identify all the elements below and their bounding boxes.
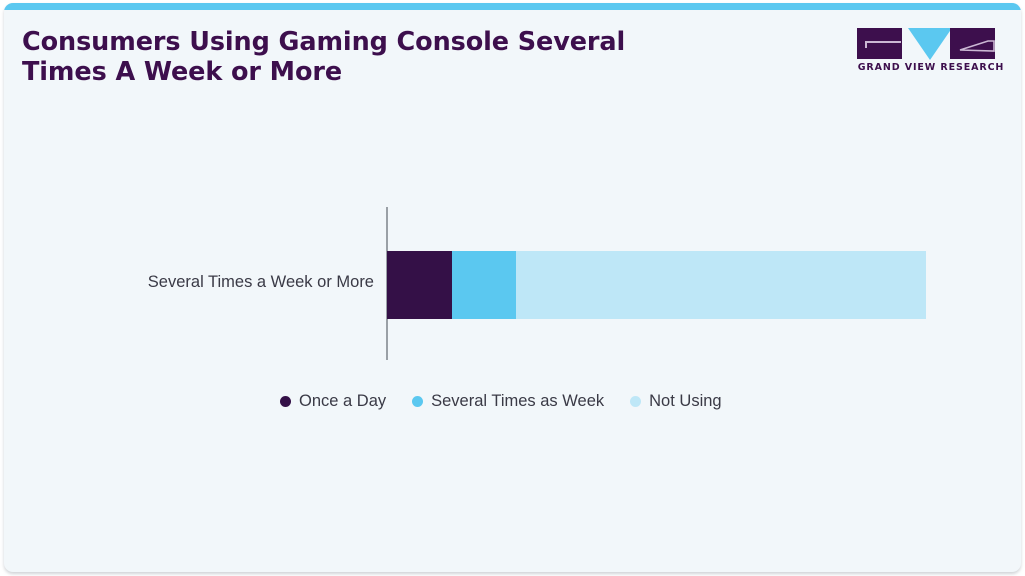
stacked-bar: [387, 251, 926, 319]
legend-item-once-a-day[interactable]: Once a Day: [280, 392, 386, 411]
y-axis-tick-label: Several Times a Week or More: [147, 273, 374, 291]
chart-card: Consumers Using Gaming Console Several T…: [4, 3, 1021, 572]
legend-item-not-using[interactable]: Not Using: [630, 391, 722, 411]
legend-item-several-times-as-week[interactable]: Several Times as Week: [412, 392, 604, 411]
legend-dot-icon-not-using: [630, 395, 642, 407]
legend-dot-icon-several-times-as-week: [412, 395, 424, 407]
logo-brand-text: GRAND VIEW RESEARCH: [857, 62, 1005, 73]
bar-segment-several-times-as-week[interactable]: [451, 251, 517, 319]
logo-left-bar-icon: [865, 41, 901, 43]
logo-left-tick-icon: [865, 41, 867, 48]
legend-label-not-using: Not Using: [649, 391, 722, 410]
logo-box-right-icon: [950, 28, 995, 59]
legend-label-once-a-day: Once a Day: [299, 391, 387, 410]
bar-segment-once-a-day[interactable]: [387, 251, 452, 319]
chart-plot-area: Several Times a Week or More Once a Day …: [4, 3, 1021, 572]
y-axis-line: [386, 207, 388, 360]
logo-box-left-icon: [857, 28, 902, 59]
logo-triangle-icon: [908, 28, 952, 60]
logo-marks: [856, 27, 1006, 60]
legend-label-several-times-as-week: Several Times as Week: [431, 391, 605, 410]
page-title: Consumers Using Gaming Console Several T…: [22, 27, 722, 87]
page-title-line-1: Consumers Using Gaming Console Several: [22, 27, 626, 57]
brand-logo: GRAND VIEW RESEARCH: [856, 27, 1006, 79]
chart-legend: Once a Day Several Times as Week Not Usi…: [280, 389, 722, 413]
logo-arrow-icon: [959, 40, 995, 52]
bar-segment-not-using[interactable]: [516, 251, 926, 319]
legend-dot-icon-once-a-day: [280, 395, 291, 407]
accent-top-stripe: [4, 3, 1021, 10]
page-title-line-2: Times A Week or More: [22, 57, 343, 87]
